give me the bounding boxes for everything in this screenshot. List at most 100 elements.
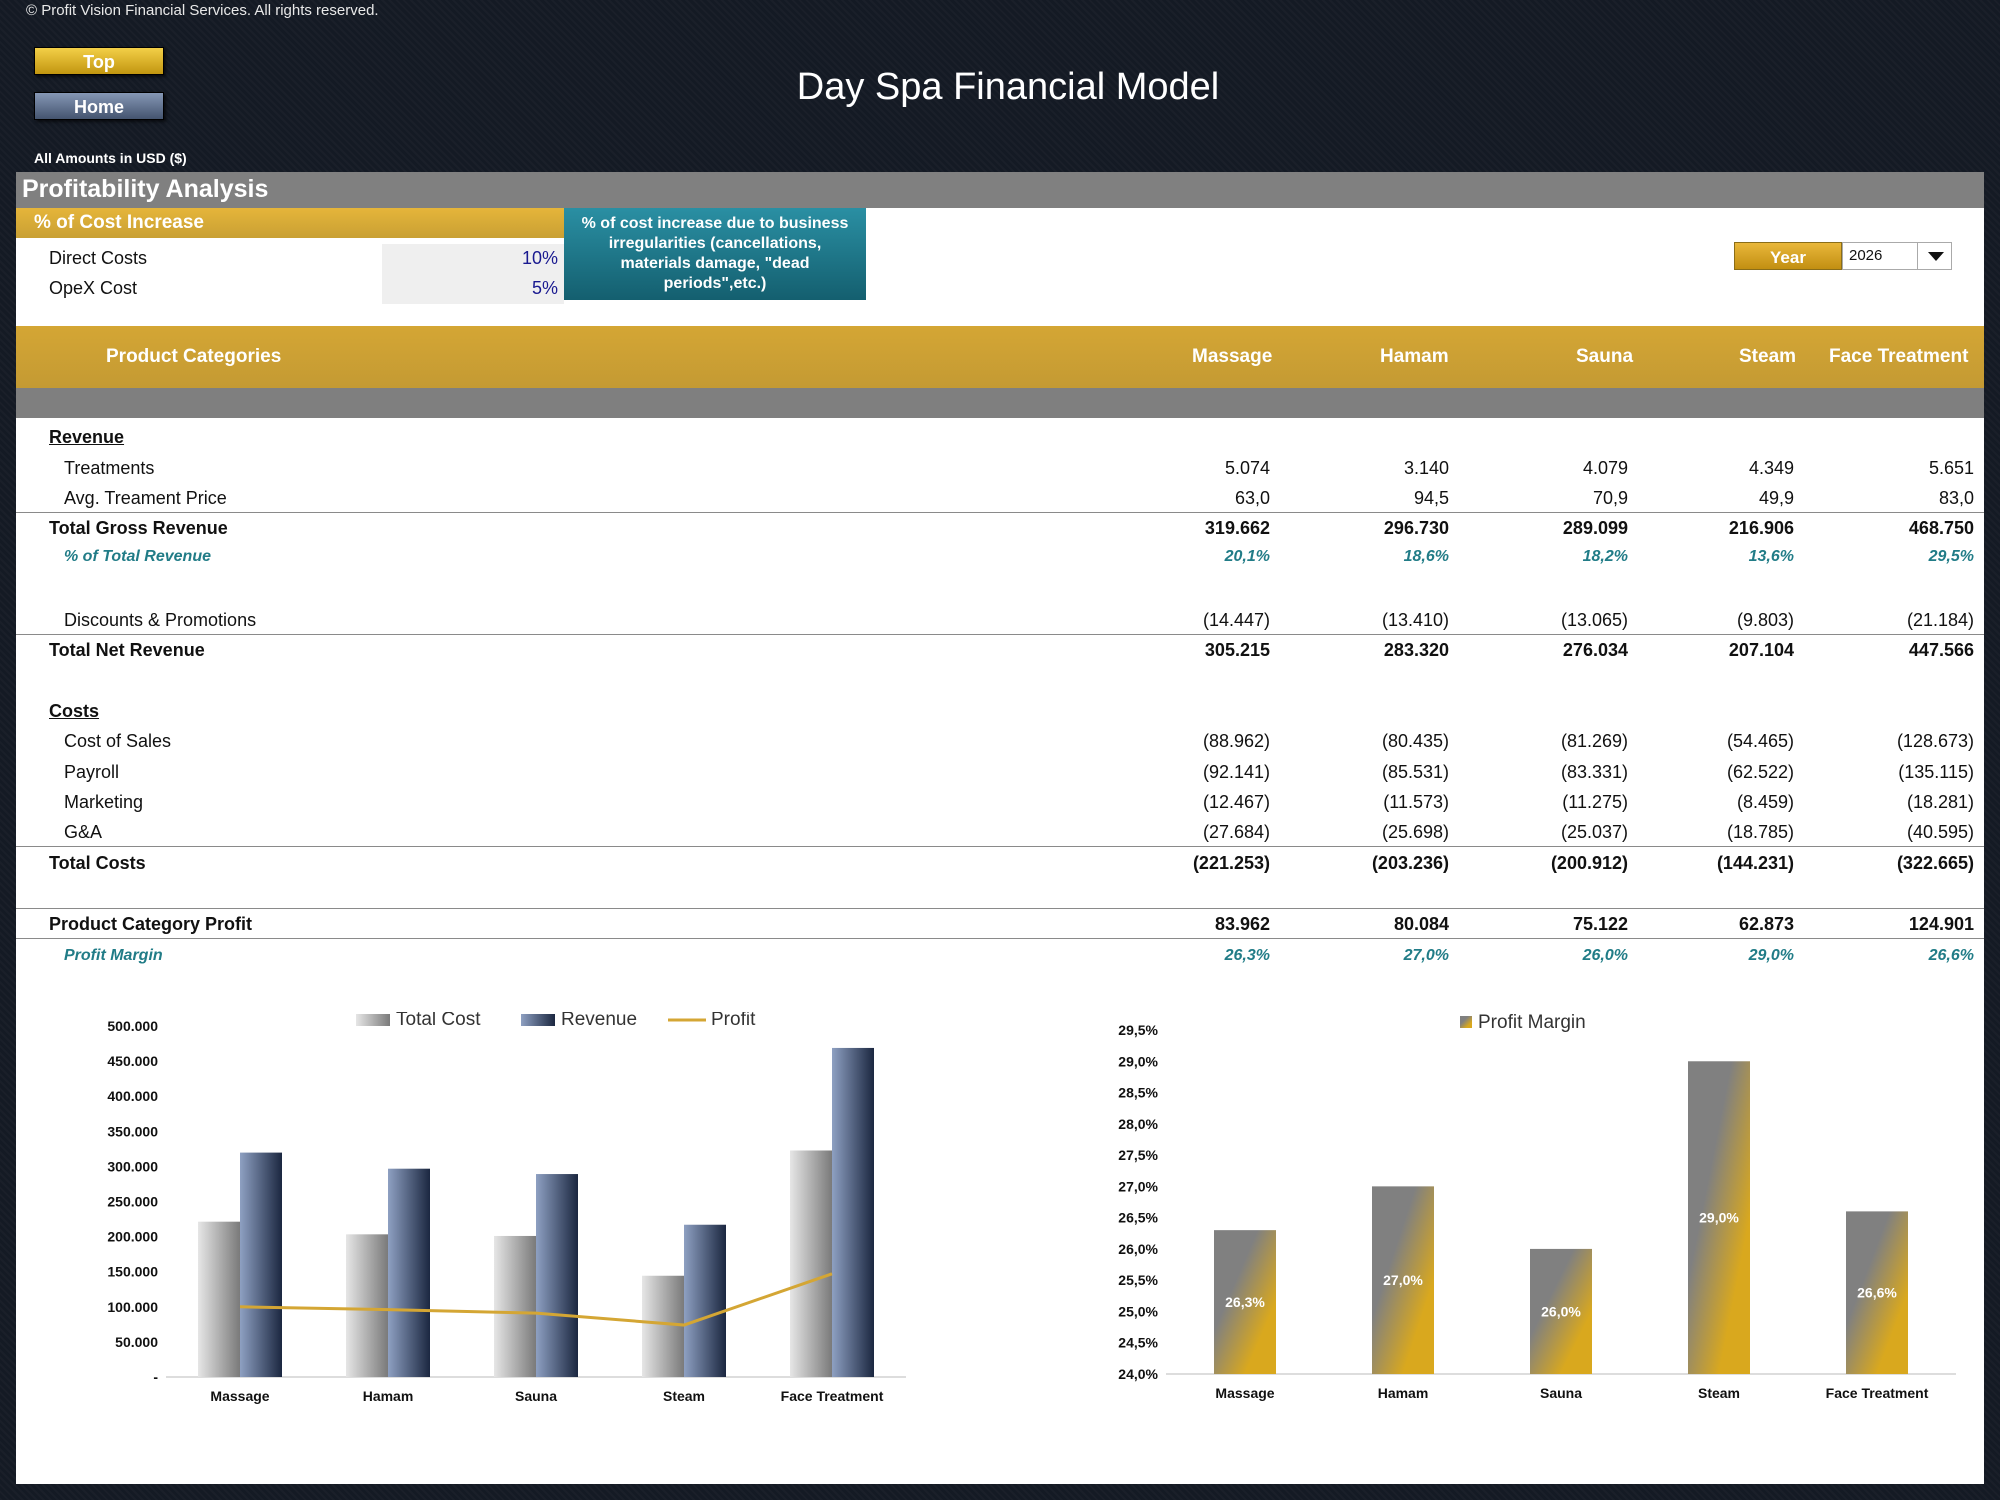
x-tick-label: Sauna <box>515 1388 557 1404</box>
row-label: Payroll <box>64 762 120 782</box>
column-steam: Steam <box>1739 346 1797 367</box>
opex-cost-input[interactable]: 5% <box>382 274 564 304</box>
y-tick-label: 26,0% <box>1118 1241 1158 1257</box>
cell-value: (12.467) <box>1202 792 1270 812</box>
cell-value: 5.074 <box>1224 458 1270 478</box>
cell-value: (62.522) <box>1726 762 1794 782</box>
legend-label: Profit Margin <box>1478 1012 1586 1033</box>
legend-label: Profit <box>711 1012 756 1030</box>
x-tick-label: Face Treatment <box>781 1388 884 1404</box>
cell-value: (11.573) <box>1383 792 1449 812</box>
x-tick-label: Hamam <box>363 1388 414 1404</box>
y-tick-label: 29,0% <box>1118 1053 1158 1069</box>
row-label: Treatments <box>64 458 155 478</box>
cell-value: 289.099 <box>1562 518 1628 538</box>
cell-value: 447.566 <box>1908 640 1974 660</box>
bar-profit-margin <box>1214 1230 1276 1374</box>
cell-value: 26,6% <box>1928 947 1974 964</box>
cell-value: (25.698) <box>1381 822 1449 842</box>
cell-value: 276.034 <box>1562 640 1628 660</box>
legend-label: Revenue <box>561 1012 637 1030</box>
row-divider <box>16 634 1984 635</box>
cell-value: (221.253) <box>1192 853 1270 873</box>
table-row: Avg. Treament Price 63,0 94,5 70,9 49,9 83,0 <box>16 483 1984 513</box>
row-label: Costs <box>49 701 100 721</box>
cell-value: (322.665) <box>1896 853 1974 873</box>
cell-value: 26,3% <box>1224 947 1270 964</box>
year-value: 2026 <box>1849 247 1883 264</box>
copyright-text: © Profit Vision Financial Services. All … <box>26 2 379 19</box>
cell-value: (54.465) <box>1726 731 1794 751</box>
bar-profit-margin <box>1530 1248 1592 1374</box>
table-row: Product Category Profit 83.962 80.084 75.12… <box>16 909 1984 939</box>
table-row: G&A (27.684) (25.698) (25.037) (18.785) (40.5… <box>16 817 1984 847</box>
cell-value: 29,0% <box>1748 947 1794 964</box>
cell-value: 18,2% <box>1582 548 1628 565</box>
cell-value: (200.912) <box>1550 853 1628 873</box>
row-label: Total Costs <box>49 853 146 873</box>
cell-value: (80.435) <box>1381 731 1449 751</box>
data-label: 26,6% <box>1857 1285 1897 1301</box>
cell-value: 468.750 <box>1908 518 1974 538</box>
section-title: Profitability Analysis <box>16 172 1984 208</box>
y-tick-label: - <box>153 1369 158 1385</box>
y-tick-label: 27,5% <box>1118 1147 1158 1163</box>
cost-revenue-profit-chart: Total Cost Revenue Profit - 50.000 100.000 150… <box>56 1009 936 1462</box>
legend-swatch <box>521 1014 555 1026</box>
cell-value: 124.901 <box>1908 914 1974 934</box>
cell-value: (40.595) <box>1906 822 1974 842</box>
table-row: Marketing (12.467) (11.573) (11.275) (8.459)… <box>16 787 1984 817</box>
y-tick-label: 28,5% <box>1118 1085 1158 1101</box>
y-tick-label: 25,5% <box>1118 1272 1158 1288</box>
table-row: Payroll (92.141) (85.531) (83.331) (62.522) (… <box>16 757 1984 787</box>
cell-value: 62.873 <box>1738 914 1794 934</box>
top-button[interactable]: Top <box>34 47 164 75</box>
legend-swatch <box>1460 1016 1472 1028</box>
table-row: Discounts & Promotions (14.447) (13.410) (1… <box>16 605 1984 635</box>
cell-value: 83,0 <box>1938 488 1974 508</box>
cell-value: (18.281) <box>1906 792 1974 812</box>
cell-value: 29,5% <box>1928 548 1974 565</box>
table-row: Total Gross Revenue 319.662 296.730 289.099… <box>16 513 1984 543</box>
direct-costs-input[interactable]: 10% <box>382 244 564 274</box>
cell-value: 83.962 <box>1214 914 1270 934</box>
opex-cost-label: OpeX Cost <box>49 278 138 298</box>
home-button[interactable]: Home <box>34 92 164 120</box>
x-tick-label: Face Treatment <box>1826 1385 1929 1401</box>
cell-value: 5.651 <box>1928 458 1974 478</box>
cell-value: 27,0% <box>1403 947 1449 964</box>
cell-value: (144.231) <box>1716 853 1794 873</box>
table-row: % of Total Revenue 20,1% 18,6% 18,2% 13,6% 29… <box>16 543 1984 573</box>
y-tick-label: 29,5% <box>1118 1022 1158 1038</box>
cell-value: (135.115) <box>1898 762 1974 782</box>
bar-revenue <box>388 1168 430 1377</box>
currency-note: All Amounts in USD ($) <box>34 150 187 166</box>
direct-costs-label: Direct Costs <box>49 248 148 268</box>
x-tick-label: Steam <box>1698 1385 1740 1401</box>
cell-value: (13.410) <box>1381 610 1449 630</box>
cell-value: (83.331) <box>1560 762 1628 782</box>
cell-value: (14.447) <box>1202 610 1270 630</box>
cell-value: (92.141) <box>1202 762 1270 782</box>
cell-value: (85.531) <box>1381 762 1449 782</box>
bar-revenue <box>684 1224 726 1377</box>
cell-value: 26,0% <box>1582 947 1628 964</box>
cell-value: 283.320 <box>1383 640 1449 660</box>
row-label: Avg. Treament Price <box>64 488 227 508</box>
row-divider <box>16 846 1984 847</box>
cell-value: 4.079 <box>1582 458 1628 478</box>
y-tick-label: 28,0% <box>1118 1116 1158 1132</box>
bar-total-cost <box>346 1234 388 1377</box>
chart-svg: Profit Margin 24,0% 24,5% 25,0% 25,5% 26,0% 26… <box>1118 1012 1956 1401</box>
legend-label: Total Cost <box>396 1012 481 1030</box>
chevron-down-icon[interactable] <box>1917 243 1951 269</box>
year-dropdown[interactable]: 2026 <box>1842 242 1952 270</box>
category-header-label: Product Categories <box>106 346 282 367</box>
y-tick-label: 250.000 <box>107 1194 158 1210</box>
bar-profit-margin <box>1372 1186 1434 1374</box>
x-tick-label: Massage <box>210 1388 269 1404</box>
row-label: G&A <box>64 822 103 842</box>
cell-value: (128.673) <box>1896 731 1974 751</box>
cell-value: 20,1% <box>1224 548 1270 565</box>
cell-value: (8.459) <box>1736 792 1794 812</box>
